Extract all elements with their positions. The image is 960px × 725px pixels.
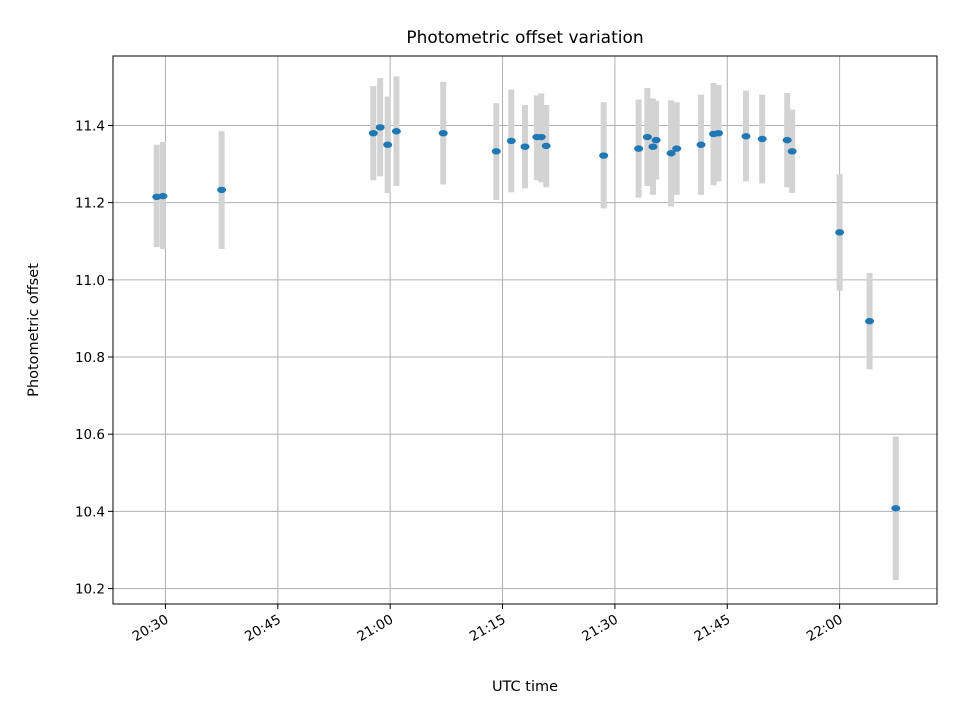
data-point bbox=[666, 150, 676, 157]
data-point bbox=[642, 133, 652, 141]
data-point bbox=[599, 152, 609, 159]
y-tick-label: 10.6 bbox=[75, 427, 105, 443]
data-point bbox=[651, 136, 661, 144]
data-point bbox=[714, 129, 724, 137]
data-point bbox=[375, 124, 385, 131]
y-tick-label: 11.0 bbox=[75, 273, 105, 289]
data-point bbox=[536, 133, 546, 141]
data-point bbox=[491, 148, 501, 155]
data-point bbox=[696, 141, 706, 148]
data-point bbox=[648, 143, 658, 150]
y-tick-label: 10.8 bbox=[75, 350, 105, 366]
y-axis-label: Photometric offset bbox=[26, 263, 42, 397]
data-point bbox=[891, 505, 901, 512]
data-point bbox=[835, 229, 845, 236]
data-point bbox=[383, 141, 393, 148]
y-tick-label: 10.2 bbox=[75, 582, 105, 598]
data-point bbox=[368, 129, 378, 137]
data-point bbox=[391, 128, 401, 135]
data-points bbox=[152, 124, 901, 512]
x-axis-label: UTC time bbox=[492, 679, 558, 695]
data-point bbox=[541, 142, 551, 150]
data-point bbox=[520, 143, 530, 150]
y-tick-label: 11.4 bbox=[75, 118, 105, 134]
data-point bbox=[217, 186, 227, 194]
data-point bbox=[672, 145, 682, 152]
data-point bbox=[158, 192, 168, 200]
y-tick-label: 10.4 bbox=[75, 504, 105, 520]
data-point bbox=[438, 129, 448, 137]
data-point bbox=[865, 317, 875, 325]
data-point bbox=[741, 133, 751, 140]
y-tick-label: 11.2 bbox=[75, 196, 105, 212]
chart-title: Photometric offset variation bbox=[406, 28, 643, 48]
data-point bbox=[757, 135, 767, 143]
data-point bbox=[634, 145, 644, 152]
data-point bbox=[506, 137, 516, 145]
plot-area-frame bbox=[112, 55, 938, 605]
data-point bbox=[787, 148, 797, 155]
data-point bbox=[782, 136, 792, 144]
